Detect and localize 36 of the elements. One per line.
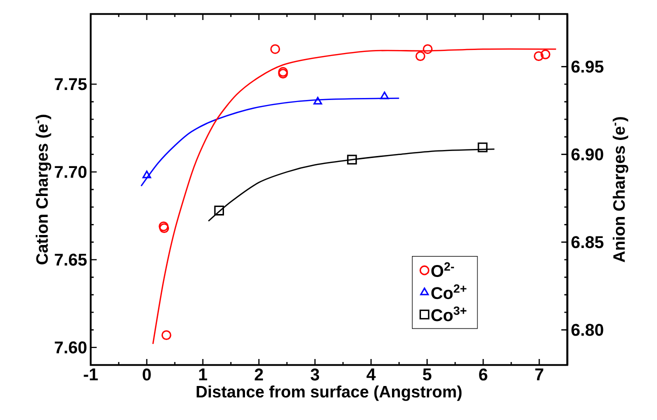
- legend-label: Co$^{3+}$: [431, 306, 466, 322]
- x-axis-title: Distance from surface (Angstrom): [196, 385, 462, 401]
- point: [347, 154, 357, 165]
- point: [380, 92, 389, 100]
- y2-tick-label: 6.80: [571, 324, 604, 336]
- point: [478, 142, 488, 152]
- x-tick-label: 0: [142, 368, 151, 381]
- x-tick-label: 6: [479, 368, 488, 381]
- line-series: [152, 48, 557, 345]
- y-tick-label: 7.70: [54, 166, 86, 178]
- y-axis-title: Cation Charges (e$^{-}$): [36, 114, 52, 264]
- point: [313, 96, 322, 105]
- x-tick-label: -1: [84, 368, 98, 380]
- y-tick-label: 7.60: [54, 341, 86, 354]
- y-tick-label: 7.65: [54, 254, 87, 266]
- x-tick-label: 1: [199, 368, 208, 380]
- x-tick-label: 2: [254, 368, 263, 380]
- point: [422, 44, 433, 54]
- y2-tick-label: 6.85: [571, 236, 604, 248]
- x-tick-label: 4: [366, 368, 376, 380]
- point: [142, 170, 152, 178]
- point: [415, 51, 426, 62]
- point: [270, 44, 280, 54]
- point: [162, 330, 172, 340]
- legend-label: O$^{2-}$: [431, 262, 454, 278]
- y-tick-label: 7.75: [54, 78, 87, 90]
- y2-tick-label: 6.95: [571, 60, 604, 73]
- x-tick-label: 7: [535, 368, 544, 380]
- y2-axis-title: Anion Charges (e$^{-}$): [612, 117, 628, 262]
- x-tick-label: 5: [422, 368, 432, 380]
- y2-tick-label: 6.90: [571, 148, 604, 160]
- point: [214, 206, 224, 216]
- legend-label: Co$^{2+}$: [431, 284, 466, 300]
- point: [534, 51, 544, 62]
- point: [540, 49, 550, 60]
- x-tick-label: 3: [310, 368, 320, 381]
